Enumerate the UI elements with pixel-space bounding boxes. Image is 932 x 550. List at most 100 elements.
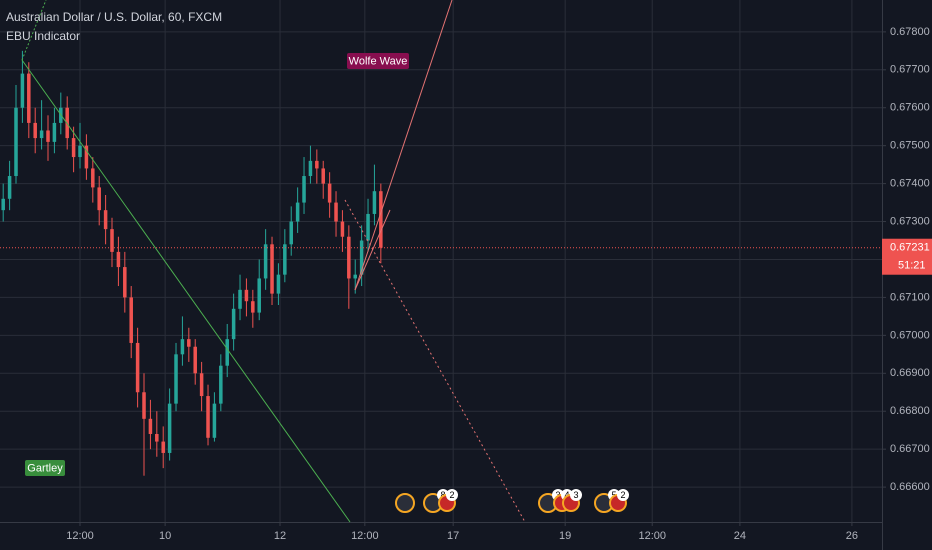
candle-body [71, 138, 76, 158]
candle-body [340, 221, 345, 237]
candle-body [14, 107, 18, 177]
candle-body [161, 441, 165, 453]
candle-body [174, 354, 178, 404]
candle-body [327, 183, 332, 203]
candle-body [251, 301, 255, 313]
wolfe-line [354, 209, 391, 291]
last-price-label: 0.67231 [890, 242, 930, 254]
candle-body [20, 73, 25, 108]
y-tick-label: 0.67000 [890, 329, 930, 341]
event-count: 3 [573, 490, 578, 500]
candle-body [148, 418, 153, 434]
indicator-label: EBU Indicator [6, 29, 80, 43]
event-count-bg [570, 489, 582, 501]
candle-body [33, 122, 37, 139]
candle-body [110, 229, 114, 252]
candle-body [167, 403, 172, 453]
x-tick-label: 19 [559, 530, 571, 542]
candle-body [219, 365, 223, 404]
candle-body [180, 339, 185, 355]
x-tick-label: 12:00 [66, 530, 94, 542]
event-count-bg [446, 489, 458, 501]
wolfe-line [354, 0, 453, 291]
candle-body [315, 160, 319, 169]
candle-body [91, 168, 95, 188]
event-count: 5 [611, 490, 616, 500]
candle-body [135, 342, 140, 393]
candle-body [206, 396, 210, 438]
candle-body [353, 274, 357, 279]
x-tick-label: 17 [447, 530, 459, 542]
candle-body [97, 187, 101, 211]
candle-body [372, 191, 377, 214]
annotation-box [347, 53, 409, 69]
y-tick-label: 0.66800 [890, 405, 930, 417]
candle-body [123, 267, 127, 298]
y-tick-label: 0.67300 [890, 215, 930, 227]
y-tick-label: 0.66600 [890, 481, 930, 493]
event-count: 2 [449, 490, 454, 500]
event-count: 2 [620, 490, 625, 500]
candle-body [321, 168, 325, 184]
wolfe-line [344, 199, 526, 523]
candle-body [308, 160, 313, 177]
candle-body [276, 274, 281, 294]
y-tick-label: 0.67700 [890, 64, 930, 76]
x-tick-label: 10 [159, 530, 171, 542]
candle-body [116, 251, 121, 268]
pattern-line [21, 59, 351, 523]
candle-body [46, 130, 50, 142]
last-price-box [882, 238, 932, 275]
x-tick-label: 12 [274, 530, 286, 542]
candle-body [225, 339, 229, 366]
y-tick-label: 0.67500 [890, 140, 930, 152]
candle-body [155, 433, 159, 442]
y-tick-label: 0.67800 [890, 26, 930, 38]
candle-body [187, 339, 191, 347]
pattern-line [21, 0, 47, 61]
event-count-bg [617, 489, 629, 501]
y-tick-label: 0.67600 [890, 102, 930, 114]
candle-body [7, 176, 12, 199]
chart-title: Australian Dollar / U.S. Dollar, 60, FXC… [6, 10, 222, 24]
candle-body [379, 191, 383, 248]
event-flag [395, 493, 415, 513]
annotation-box [25, 460, 65, 476]
x-tick-label: 12:00 [351, 530, 379, 542]
x-tick-label: 12:00 [638, 530, 666, 542]
event-count: 4 [564, 490, 569, 500]
y-tick-label: 0.66900 [890, 367, 930, 379]
candle-body [1, 198, 5, 211]
annotation: Gartley [27, 462, 63, 474]
candle-body [27, 73, 31, 123]
y-tick-label: 0.67400 [890, 178, 930, 190]
event-count: 8 [440, 490, 445, 500]
y-tick-label: 0.67100 [890, 291, 930, 303]
x-tick-label: 26 [846, 530, 858, 542]
x-tick-label: 24 [734, 530, 746, 542]
candle-body [212, 403, 217, 438]
candle-body [359, 240, 364, 275]
candle-body [366, 213, 370, 241]
candle-body [238, 289, 242, 309]
candle-body [129, 297, 133, 343]
candle-body [289, 221, 293, 245]
candle-body [142, 392, 146, 419]
candle-body [199, 373, 204, 397]
candle-body [302, 176, 306, 203]
candle-body [78, 145, 82, 158]
candle-body [39, 130, 44, 139]
y-tick-label: 0.66700 [890, 443, 930, 455]
candle-body [193, 346, 197, 374]
candle-body [52, 122, 57, 142]
candle-body [283, 244, 287, 275]
candle-body [334, 202, 338, 222]
candle-body [295, 202, 300, 222]
candle-body [347, 236, 351, 279]
event-count: 3 [555, 490, 560, 500]
candle-body [263, 244, 268, 279]
countdown: 51:21 [898, 260, 926, 272]
